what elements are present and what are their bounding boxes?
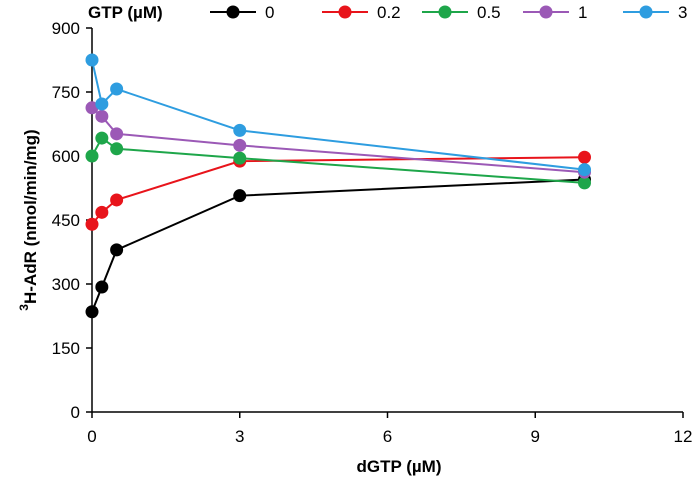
y-axis-title: 3H-AdR (nmol/min/mg)	[17, 129, 40, 310]
data-point	[110, 82, 124, 96]
legend-marker	[338, 5, 352, 19]
legend-marker	[539, 5, 553, 19]
y-axis-title-text: H-AdR (nmol/min/mg)	[21, 129, 40, 304]
series-0_5	[85, 131, 591, 190]
data-point	[85, 217, 99, 231]
legend: 0 0.2 0.5 1 3	[210, 3, 687, 22]
y-tick-label: 300	[52, 275, 80, 294]
legend-marker	[226, 5, 240, 19]
series-1	[85, 101, 591, 179]
data-point	[95, 97, 109, 111]
series-line	[91, 107, 585, 174]
y-axis-title-group: 3H-AdR (nmol/min/mg)	[17, 129, 40, 310]
series-3	[85, 53, 591, 177]
data-point	[85, 149, 99, 163]
legend-item: 0.5	[422, 3, 501, 22]
y-tick-label: 150	[52, 339, 80, 358]
data-point	[85, 101, 99, 115]
y-tick-label: 600	[52, 147, 80, 166]
data-point	[233, 189, 247, 203]
y-tick-label: 0	[71, 403, 80, 422]
legend-item: 1	[523, 3, 587, 22]
x-axis-title: dGTP (µM)	[356, 457, 441, 476]
series-0	[85, 172, 591, 319]
data-point	[110, 193, 124, 207]
data-point	[95, 109, 109, 123]
legend-label: 0.5	[477, 3, 501, 22]
data-point	[110, 127, 124, 141]
x-tick-label: 12	[674, 427, 693, 446]
y-tick-label: 750	[52, 83, 80, 102]
y-axis-title-superscript: 3	[17, 304, 31, 311]
legend-label: 0	[265, 3, 274, 22]
data-point	[110, 142, 124, 156]
data-point	[233, 151, 247, 165]
y-tick-label: 450	[52, 211, 80, 230]
x-tick-label: 9	[531, 427, 540, 446]
x-axis-ticks: 0 3 6 9 12	[87, 412, 692, 446]
x-tick-label: 6	[383, 427, 392, 446]
series-layer	[85, 53, 591, 319]
legend-item: 0	[210, 3, 274, 22]
legend-title: GTP (µM)	[88, 3, 163, 22]
data-point	[110, 243, 124, 257]
data-point	[233, 138, 247, 152]
y-tick-label: 900	[52, 19, 80, 38]
data-point	[95, 280, 109, 294]
x-tick-label: 0	[87, 427, 96, 446]
legend-marker	[639, 5, 653, 19]
legend-marker	[438, 5, 452, 19]
data-point	[95, 205, 109, 219]
data-point	[578, 176, 591, 190]
series-line	[91, 178, 585, 313]
data-point	[578, 163, 591, 177]
data-point	[95, 131, 109, 145]
legend-item: 0.2	[322, 3, 401, 22]
x-tick-label: 3	[235, 427, 244, 446]
legend-label: 3	[678, 3, 687, 22]
data-point	[233, 123, 247, 137]
data-point	[85, 53, 99, 67]
y-axis-ticks: 0 150 300 450 600 750 900	[52, 19, 92, 422]
data-point	[85, 305, 99, 319]
data-point	[578, 150, 591, 164]
legend-label: 1	[578, 3, 587, 22]
legend-item: 3	[623, 3, 687, 22]
legend-label: 0.2	[377, 3, 401, 22]
